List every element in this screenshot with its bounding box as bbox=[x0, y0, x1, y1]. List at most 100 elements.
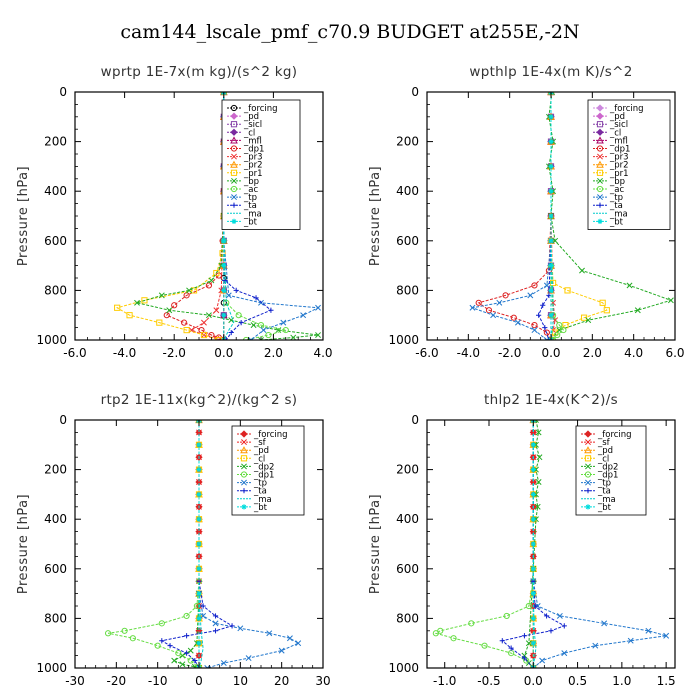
legend-label: _ma bbox=[243, 209, 262, 219]
y-tick-label: 800 bbox=[396, 611, 419, 625]
data-point bbox=[196, 591, 202, 597]
y-tick-label: 0 bbox=[59, 85, 67, 99]
data-point bbox=[530, 467, 536, 473]
data-point bbox=[265, 331, 272, 339]
data-point bbox=[201, 319, 207, 326]
legend-marker bbox=[241, 504, 247, 510]
data-point bbox=[485, 307, 493, 314]
data-point bbox=[213, 307, 220, 314]
legend-label: _ma bbox=[253, 495, 272, 505]
data-point bbox=[530, 479, 537, 485]
legend-label: _dp2 bbox=[253, 462, 274, 472]
data-point bbox=[627, 637, 634, 644]
legend-marker bbox=[230, 104, 238, 112]
legend-marker bbox=[596, 145, 604, 152]
legend-marker bbox=[230, 136, 238, 144]
data-point bbox=[548, 114, 554, 120]
panel-title: wpthlp 1E-4x(m K)/s^2 bbox=[469, 64, 632, 80]
data-point bbox=[260, 327, 267, 334]
x-tick-label: 1.0 bbox=[612, 674, 631, 688]
data-point bbox=[208, 277, 215, 284]
data-point bbox=[200, 603, 206, 609]
legend-marker bbox=[596, 160, 604, 168]
x-tick-label: -10 bbox=[148, 674, 168, 688]
legend-label: _mfl bbox=[243, 136, 262, 146]
legend-marker bbox=[240, 446, 248, 454]
y-axis-label: Pressure [hPa] bbox=[16, 494, 31, 594]
legend-marker bbox=[585, 488, 591, 494]
legend-marker bbox=[231, 202, 237, 208]
series-line-tp bbox=[198, 420, 300, 668]
data-point bbox=[549, 92, 555, 95]
legend-label: _cl bbox=[243, 128, 255, 138]
x-tick-label: -20 bbox=[107, 674, 127, 688]
data-point bbox=[521, 633, 528, 639]
legend-label: _tp bbox=[243, 193, 257, 203]
data-point bbox=[280, 319, 287, 326]
y-tick-label: 200 bbox=[44, 135, 67, 149]
legend-label: _tp bbox=[253, 479, 267, 489]
x-tick-label: -6.0 bbox=[415, 346, 438, 360]
series-line-tp bbox=[532, 420, 667, 668]
data-point bbox=[187, 647, 194, 654]
legend-label: _ta bbox=[609, 201, 623, 211]
y-tick-label: 600 bbox=[44, 234, 67, 248]
data-point bbox=[548, 238, 554, 244]
legend-label: _pr1 bbox=[609, 169, 629, 179]
x-tick-label: 1.5 bbox=[657, 674, 676, 688]
legend-marker bbox=[597, 153, 603, 160]
legend: _forcing_pd_sicl_cl_mfl_dp1_pr3_pr2_pr1_… bbox=[221, 99, 301, 230]
legend-marker bbox=[241, 488, 247, 494]
data-point bbox=[196, 442, 202, 448]
data-point bbox=[546, 337, 552, 340]
data-point bbox=[530, 627, 537, 634]
data-point bbox=[258, 337, 264, 340]
data-point bbox=[531, 282, 538, 289]
legend-label: _ta bbox=[597, 487, 611, 497]
data-point bbox=[166, 307, 173, 314]
series-line-bp bbox=[548, 92, 673, 340]
data-point bbox=[542, 325, 548, 331]
legend-label: _dp1 bbox=[243, 145, 264, 155]
data-point bbox=[508, 645, 514, 651]
data-point bbox=[532, 516, 539, 523]
data-point bbox=[530, 640, 536, 646]
legend-label: _dp2 bbox=[597, 462, 618, 472]
x-tick-label: -30 bbox=[65, 674, 85, 688]
legend-label: _ta bbox=[253, 487, 267, 497]
y-tick-label: 1000 bbox=[36, 333, 67, 347]
x-tick-label: -2.0 bbox=[162, 346, 185, 360]
y-tick-label: 400 bbox=[44, 512, 67, 526]
data-point bbox=[223, 337, 229, 340]
data-point bbox=[158, 292, 165, 299]
data-point bbox=[190, 287, 198, 294]
data-point bbox=[156, 319, 163, 326]
legend-label: _ma bbox=[609, 209, 628, 219]
data-point bbox=[235, 312, 242, 319]
panel-title: rtp2 1E-11x(kg^2)/(kg^2 s) bbox=[101, 392, 298, 408]
data-point bbox=[196, 516, 202, 522]
legend-label: _dp1 bbox=[597, 471, 618, 481]
data-point bbox=[530, 566, 536, 572]
data-point bbox=[315, 304, 321, 311]
data-point bbox=[556, 322, 563, 329]
legend-label: _sicl bbox=[609, 120, 628, 130]
data-point bbox=[282, 326, 289, 334]
legend-marker bbox=[596, 136, 604, 144]
data-point bbox=[585, 317, 592, 324]
data-point bbox=[245, 655, 252, 662]
y-tick-label: 0 bbox=[59, 413, 67, 427]
legend-marker bbox=[596, 128, 604, 136]
data-point bbox=[599, 299, 606, 306]
x-tick-label: 6.0 bbox=[665, 346, 684, 360]
y-tick-label: 1000 bbox=[388, 333, 419, 347]
legend-marker bbox=[596, 121, 604, 128]
x-tick-label: 2.0 bbox=[583, 346, 602, 360]
legend-label: _dp1 bbox=[609, 145, 630, 155]
legend-label: _forcing bbox=[597, 430, 632, 440]
x-tick-label: 0.0 bbox=[214, 346, 233, 360]
data-point bbox=[475, 299, 482, 306]
x-tick-label: -4.0 bbox=[113, 346, 136, 360]
data-point bbox=[184, 650, 190, 656]
legend-marker bbox=[230, 121, 238, 128]
